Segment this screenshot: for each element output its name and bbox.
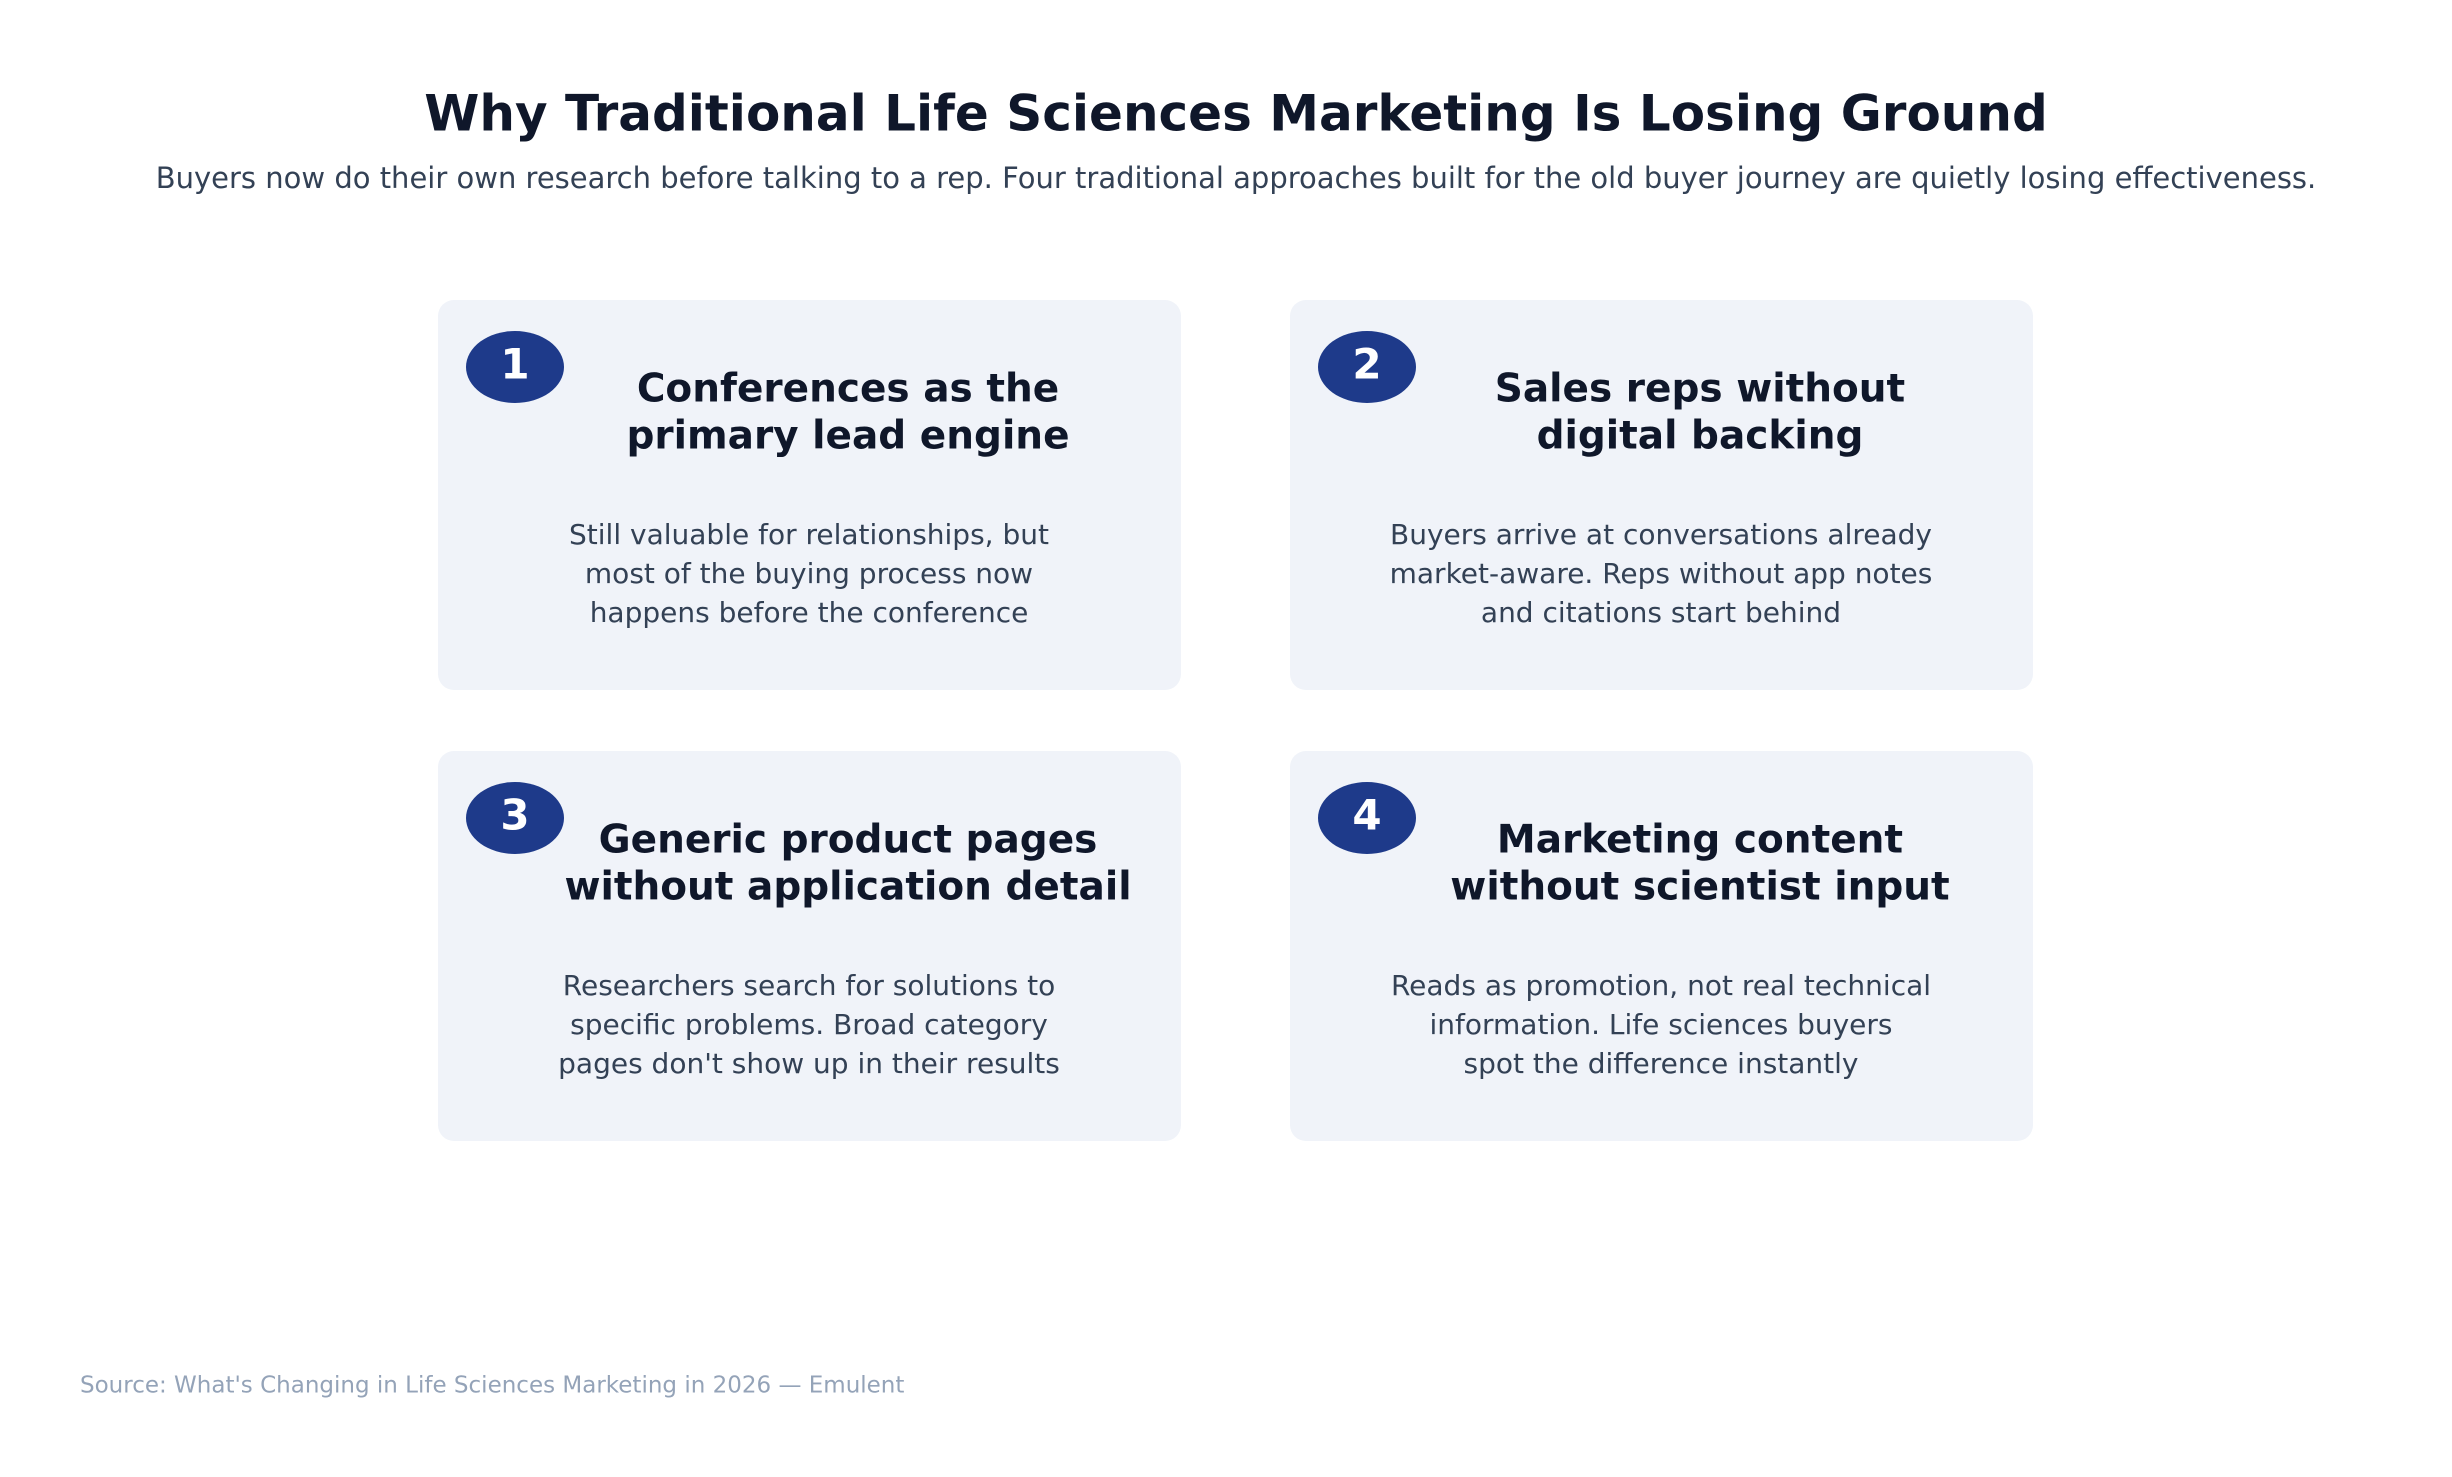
card bbox=[1290, 300, 2033, 690]
badge bbox=[466, 331, 564, 403]
badge-number: 2 bbox=[1352, 340, 1381, 389]
badge bbox=[466, 782, 564, 854]
source: Source: What's Changing in Life Sciences… bbox=[80, 1373, 904, 1399]
card-description: and citations start behind bbox=[1481, 596, 1841, 629]
card-title: Conferences as the bbox=[637, 367, 1059, 412]
card-title: Sales reps without bbox=[1495, 367, 1905, 412]
card-description: specific problems. Broad category bbox=[570, 1008, 1048, 1041]
card-description: most of the buying process now bbox=[585, 557, 1033, 590]
card-description: market-aware. Reps without app notes bbox=[1390, 557, 1933, 590]
badge bbox=[1318, 782, 1416, 854]
card bbox=[1290, 751, 2033, 1141]
card-title: without scientist input bbox=[1450, 865, 1949, 910]
card bbox=[438, 751, 1181, 1141]
card-description: spot the difference instantly bbox=[1463, 1047, 1858, 1080]
badge-number: 3 bbox=[500, 791, 529, 840]
badge-number: 1 bbox=[500, 340, 529, 389]
card-description: Buyers arrive at conversations already bbox=[1390, 518, 1932, 551]
title: Why Traditional Life Sciences Marketing … bbox=[424, 85, 2048, 143]
card-description: Still valuable for relationships, but bbox=[569, 518, 1049, 551]
card-title: Marketing content bbox=[1497, 818, 1903, 863]
badge-number: 4 bbox=[1352, 791, 1381, 840]
card-title: primary lead engine bbox=[626, 414, 1069, 459]
card-description: Reads as promotion, not real technical bbox=[1391, 969, 1931, 1002]
card bbox=[438, 300, 1181, 690]
badge bbox=[1318, 331, 1416, 403]
card-description: Researchers search for solutions to bbox=[563, 969, 1055, 1002]
card-title: without application detail bbox=[564, 865, 1131, 910]
card-description: pages don't show up in their results bbox=[558, 1047, 1060, 1080]
card-title: digital backing bbox=[1537, 414, 1864, 459]
subtitle: Buyers now do their own research before … bbox=[156, 161, 2317, 195]
card-description: happens before the conference bbox=[590, 596, 1029, 629]
card-title: Generic product pages bbox=[599, 818, 1098, 863]
card-description: information. Life sciences buyers bbox=[1429, 1008, 1892, 1041]
